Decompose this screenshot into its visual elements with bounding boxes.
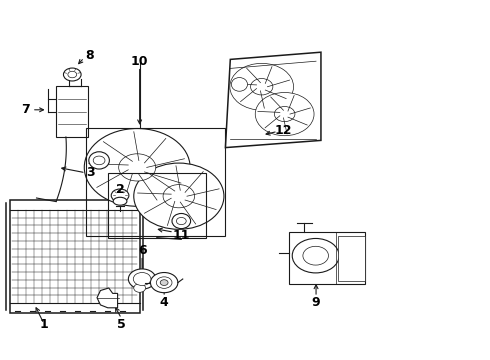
Bar bbox=[339, 236, 365, 281]
Bar bbox=[108, 173, 206, 238]
Circle shape bbox=[230, 63, 294, 110]
Circle shape bbox=[280, 111, 289, 117]
Ellipse shape bbox=[231, 77, 247, 91]
Circle shape bbox=[160, 280, 168, 285]
Text: 6: 6 bbox=[138, 244, 147, 257]
Text: 9: 9 bbox=[312, 296, 320, 309]
Text: 3: 3 bbox=[86, 166, 95, 179]
Circle shape bbox=[156, 277, 172, 288]
Circle shape bbox=[255, 93, 314, 136]
Circle shape bbox=[68, 71, 77, 78]
Text: 1: 1 bbox=[40, 318, 49, 330]
Circle shape bbox=[274, 107, 295, 122]
Ellipse shape bbox=[89, 152, 109, 169]
Text: 2: 2 bbox=[116, 183, 124, 195]
Circle shape bbox=[257, 83, 267, 90]
Circle shape bbox=[176, 217, 186, 225]
Circle shape bbox=[128, 269, 156, 289]
Text: 11: 11 bbox=[172, 229, 190, 242]
Circle shape bbox=[133, 273, 151, 285]
Circle shape bbox=[250, 78, 273, 95]
Text: 4: 4 bbox=[160, 296, 169, 309]
Text: 7: 7 bbox=[21, 103, 30, 116]
Circle shape bbox=[93, 156, 105, 165]
Polygon shape bbox=[97, 288, 118, 308]
Circle shape bbox=[292, 238, 339, 273]
Circle shape bbox=[64, 68, 81, 81]
Circle shape bbox=[303, 246, 328, 265]
Polygon shape bbox=[225, 52, 321, 148]
Text: 5: 5 bbox=[117, 318, 126, 330]
Circle shape bbox=[150, 273, 178, 293]
Ellipse shape bbox=[172, 213, 191, 229]
Circle shape bbox=[129, 162, 145, 173]
Bar bbox=[289, 232, 365, 284]
Circle shape bbox=[134, 163, 224, 229]
Text: 12: 12 bbox=[274, 124, 292, 137]
Circle shape bbox=[111, 189, 129, 202]
Circle shape bbox=[134, 284, 146, 292]
Ellipse shape bbox=[113, 197, 127, 205]
Circle shape bbox=[84, 129, 190, 206]
Bar bbox=[10, 200, 140, 313]
Bar bbox=[86, 128, 225, 236]
Circle shape bbox=[163, 185, 195, 208]
Text: 10: 10 bbox=[131, 55, 148, 68]
Bar bbox=[56, 86, 88, 137]
Circle shape bbox=[172, 191, 186, 201]
Circle shape bbox=[119, 154, 156, 181]
Text: 8: 8 bbox=[85, 49, 94, 62]
